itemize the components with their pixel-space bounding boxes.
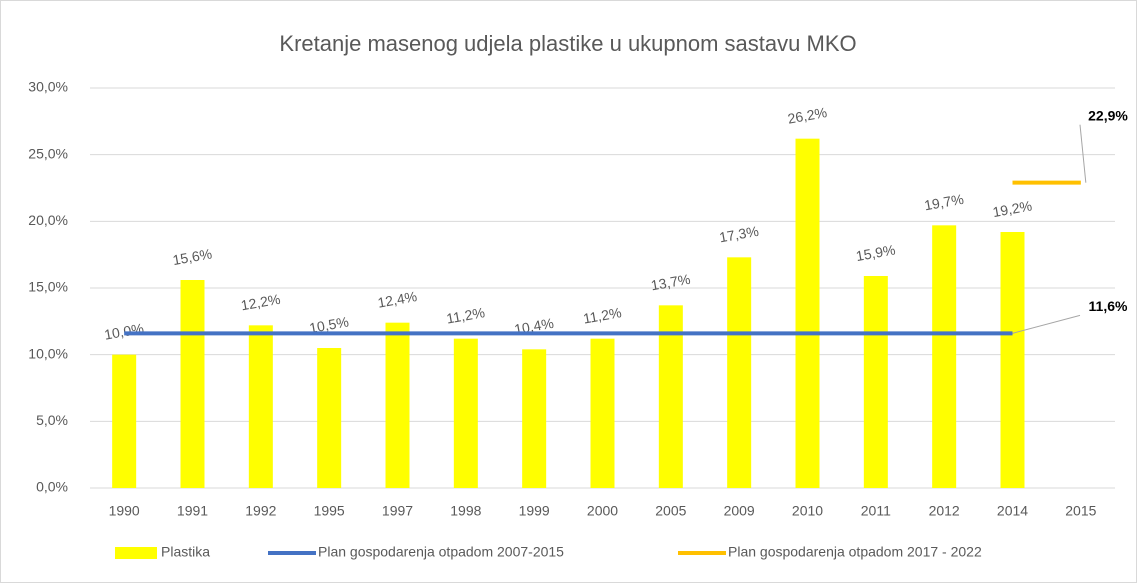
bar xyxy=(385,322,410,488)
y-tick-label: 25,0% xyxy=(28,145,68,161)
data-label: 15,9% xyxy=(855,241,897,264)
chart-title: Kretanje masenog udjela plastike u ukupn… xyxy=(279,31,856,56)
data-label: 15,6% xyxy=(171,245,213,268)
bar xyxy=(658,305,683,488)
legend-swatch xyxy=(115,547,157,559)
bar xyxy=(248,325,273,488)
legend-label: Plan gospodarenja otpadom 2007-2015 xyxy=(318,544,564,560)
x-tick-label: 2009 xyxy=(724,503,755,519)
bar xyxy=(863,276,888,488)
y-tick-label: 5,0% xyxy=(36,412,68,428)
y-tick-label: 20,0% xyxy=(28,212,68,228)
bar xyxy=(932,225,957,489)
bar xyxy=(590,338,615,488)
bar xyxy=(522,349,547,488)
x-tick-label: 2011 xyxy=(861,503,891,519)
x-tick-label: 1992 xyxy=(245,503,276,519)
bar xyxy=(795,138,820,488)
x-tick-label: 1990 xyxy=(109,503,140,519)
data-label: 17,3% xyxy=(718,223,760,246)
y-tick-label: 15,0% xyxy=(28,279,68,295)
data-label: 11,2% xyxy=(582,304,623,326)
leader-line xyxy=(1012,314,1081,334)
data-label: 12,4% xyxy=(376,288,418,311)
bar xyxy=(453,338,478,488)
data-label: 19,7% xyxy=(923,191,965,214)
bar xyxy=(180,280,205,488)
bar xyxy=(317,348,342,488)
x-tick-label: 1995 xyxy=(314,503,345,519)
x-tick-label: 1991 xyxy=(177,503,208,519)
bar xyxy=(1000,232,1025,488)
x-tick-label: 1997 xyxy=(382,503,413,519)
data-label: 10,5% xyxy=(308,313,350,336)
x-tick-label: 2005 xyxy=(655,503,686,519)
data-label: 11,6% xyxy=(1089,298,1128,314)
x-tick-label: 2010 xyxy=(792,503,823,519)
data-label: 22,9% xyxy=(1088,107,1128,123)
data-label: 11,2% xyxy=(445,304,486,326)
y-tick-label: 10,0% xyxy=(28,345,68,361)
data-label: 12,2% xyxy=(240,291,282,314)
legend-label: Plastika xyxy=(161,544,210,560)
y-tick-label: 0,0% xyxy=(36,479,68,495)
x-tick-label: 2014 xyxy=(997,503,1028,519)
y-tick-label: 30,0% xyxy=(28,79,68,95)
x-tick-label: 2012 xyxy=(929,503,960,519)
x-tick-label: 1999 xyxy=(519,503,550,519)
x-tick-label: 2015 xyxy=(1065,503,1096,519)
bar xyxy=(727,257,752,488)
x-tick-label: 1998 xyxy=(450,503,481,519)
data-label: 10,0% xyxy=(103,320,145,343)
data-label: 13,7% xyxy=(650,271,692,294)
legend-label: Plan gospodarenja otpadom 2017 - 2022 xyxy=(728,544,982,560)
bar xyxy=(112,354,137,488)
data-label: 26,2% xyxy=(786,104,828,127)
x-tick-label: 2000 xyxy=(587,503,618,519)
data-label: 19,2% xyxy=(991,197,1033,220)
leader-line xyxy=(1079,124,1087,183)
